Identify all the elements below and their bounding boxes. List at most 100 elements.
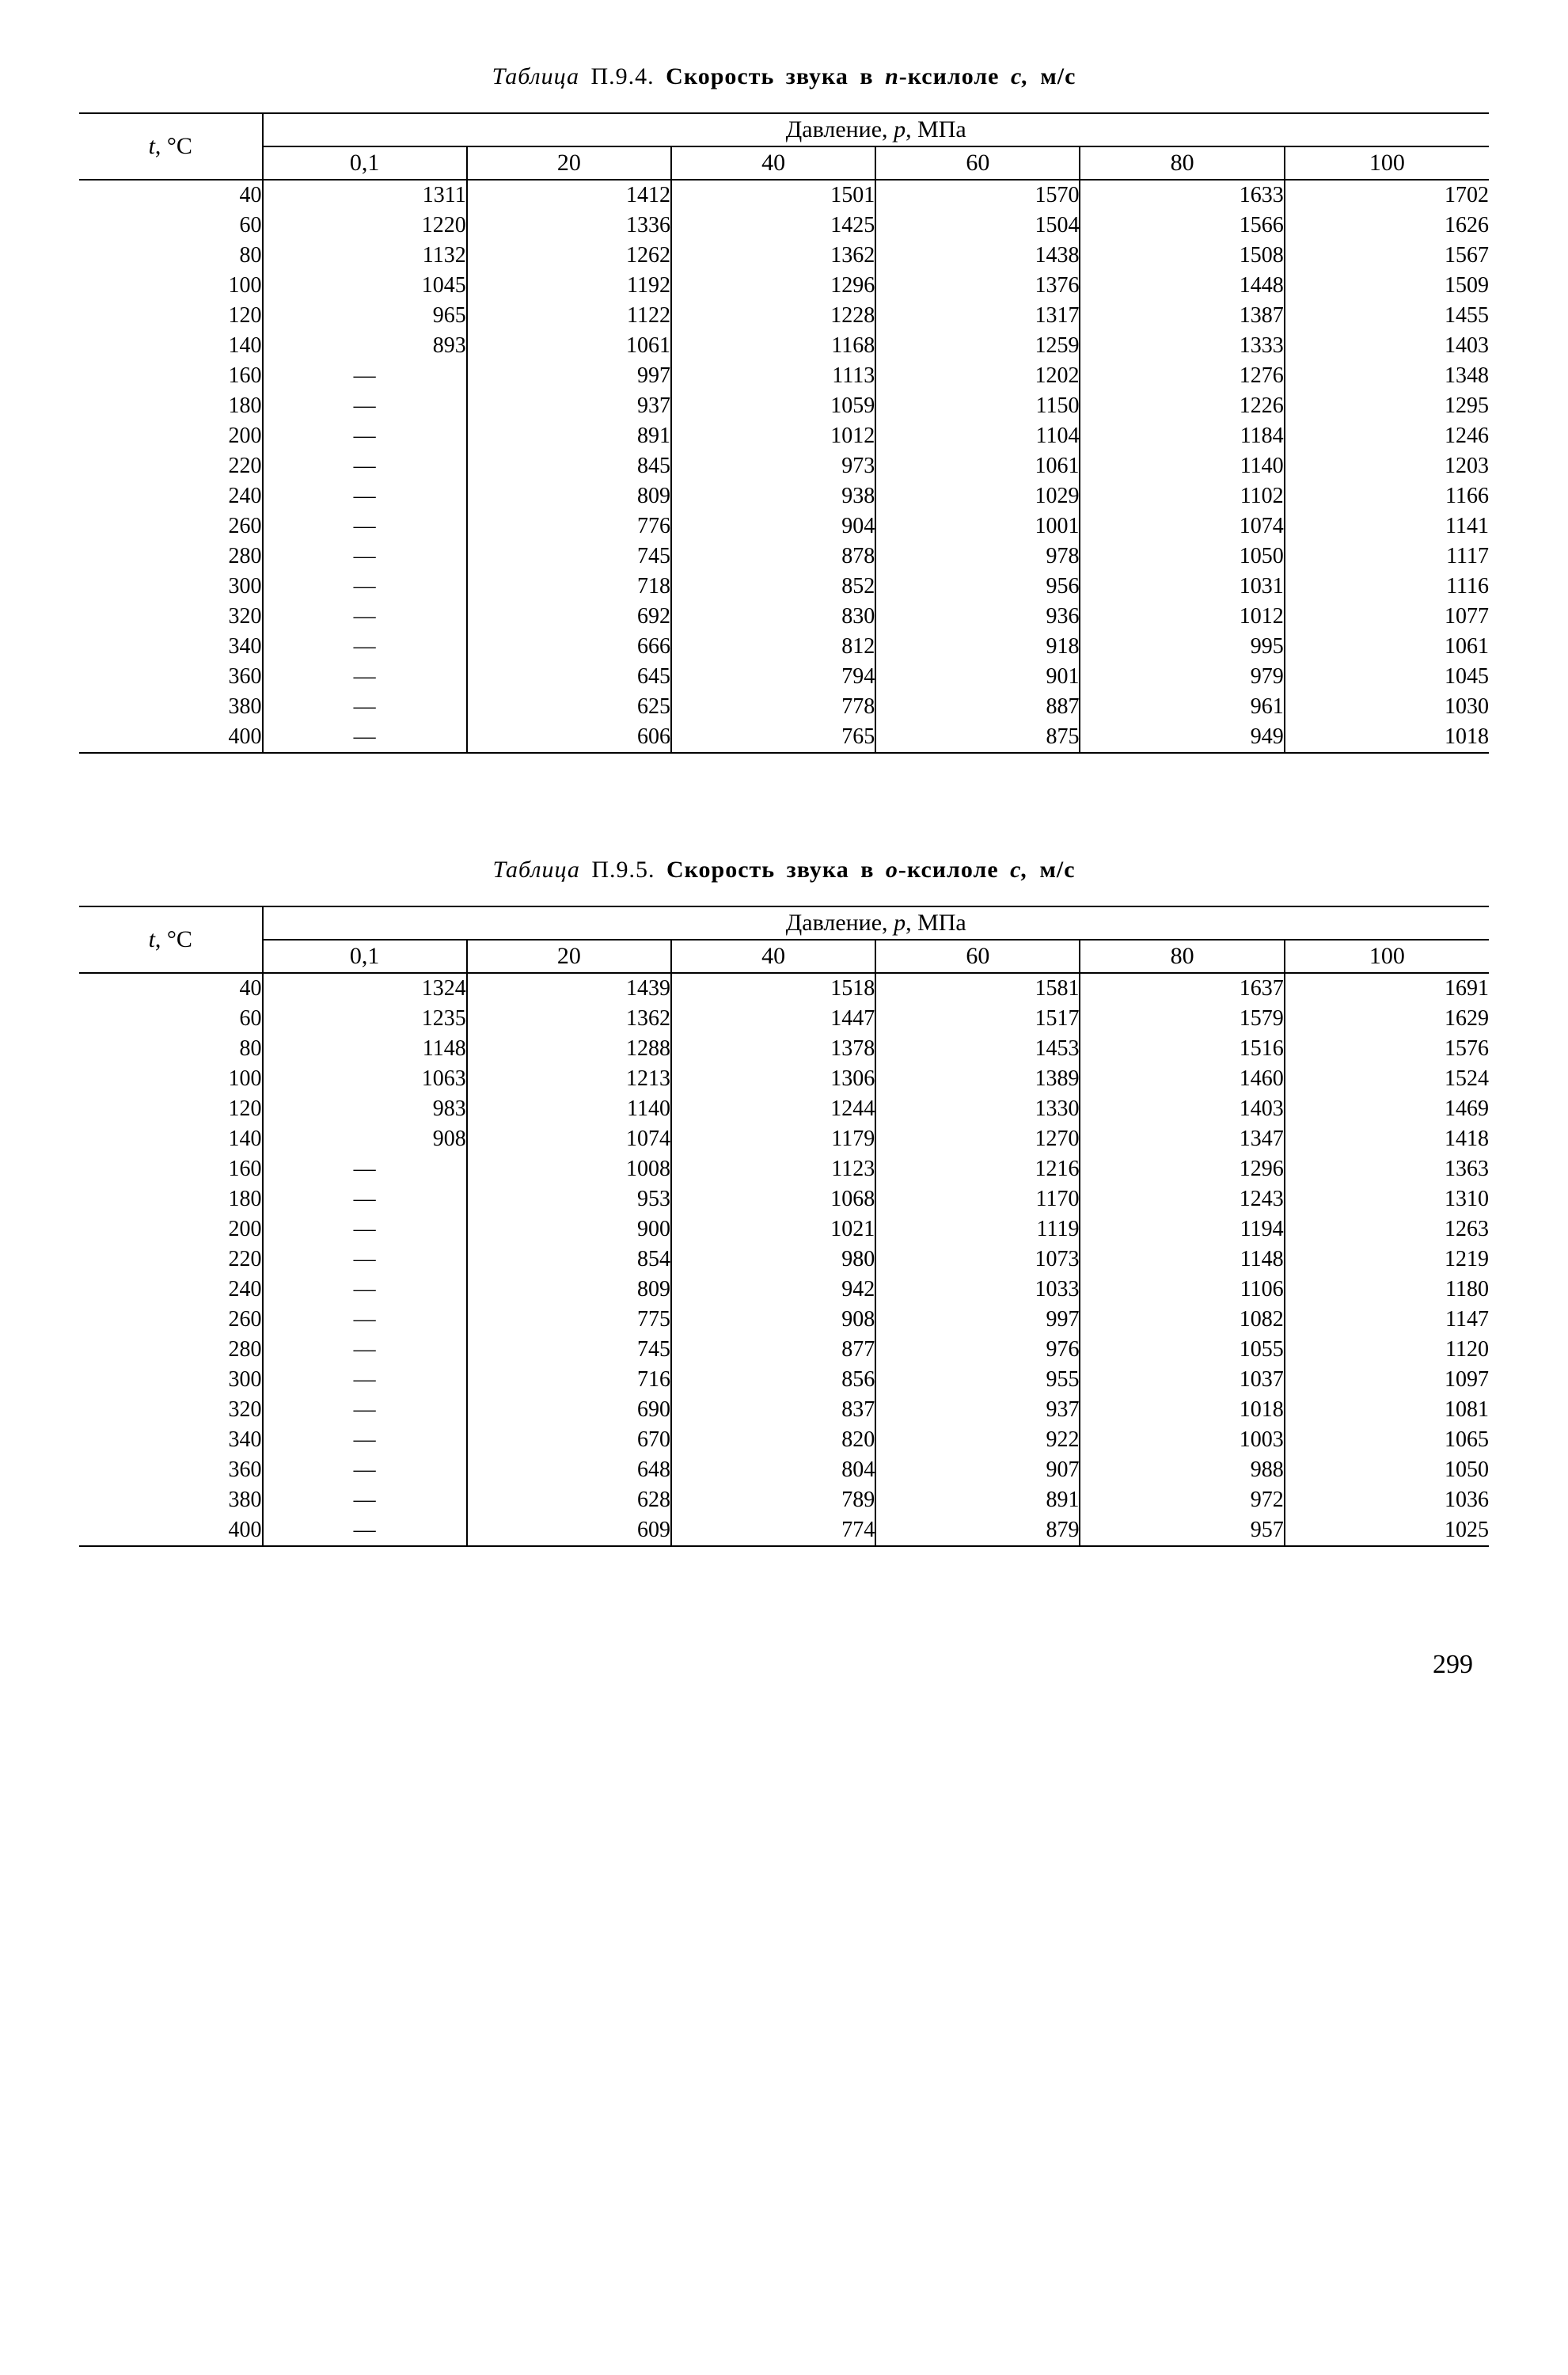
temperature-cell: 240 [79,481,263,511]
table-row: 260—776904100110741141 [79,511,1489,542]
value-cell: 648 [467,1455,671,1485]
value-cell: 1184 [1080,421,1284,451]
pressure-header: Давление, p, МПа [263,113,1489,146]
table-caption: Таблица П.9.5. Скорость звука в о-ксилол… [79,857,1489,884]
value-cell: 716 [467,1365,671,1395]
table-row: 180—9531068117012431310 [79,1184,1489,1214]
value-cell: 1102 [1080,481,1284,511]
value-cell: 1637 [1080,973,1284,1004]
value-cell: 1068 [671,1184,875,1214]
value-cell: 1347 [1080,1124,1284,1154]
value-cell: 1030 [1285,692,1489,722]
table-row: 360—6457949019791045 [79,662,1489,692]
value-cell: 778 [671,692,875,722]
table-row: 320—69083793710181081 [79,1395,1489,1425]
value-cell: 1061 [467,331,671,361]
value-cell: 776 [467,511,671,542]
value-cell: 1073 [875,1244,1080,1275]
data-table: t, °CДавление, p, МПа0,12040608010040132… [79,906,1489,1547]
value-cell: — [263,421,467,451]
value-cell: 937 [467,391,671,421]
value-cell: 1517 [875,1004,1080,1034]
value-cell: 1633 [1080,180,1284,211]
value-cell: 995 [1080,632,1284,662]
value-cell: 1387 [1080,301,1284,331]
column-header: 100 [1285,146,1489,180]
value-cell: 765 [671,722,875,753]
value-cell: 1270 [875,1124,1080,1154]
temperature-cell: 60 [79,211,263,241]
value-cell: 1581 [875,973,1080,1004]
value-cell: 1061 [1285,632,1489,662]
value-cell: 1061 [875,451,1080,481]
table-row: 14089310611168125913331403 [79,331,1489,361]
value-cell: 692 [467,602,671,632]
value-cell: 1220 [263,211,467,241]
value-cell: 965 [263,301,467,331]
value-cell: 1050 [1080,542,1284,572]
table-row: 300—71885295610311116 [79,572,1489,602]
caption-number: П.9.5. [591,857,655,883]
table-row: 340—67082092210031065 [79,1425,1489,1455]
value-cell: — [263,481,467,511]
value-cell: — [263,542,467,572]
value-cell: — [263,1485,467,1515]
table-row: 380—6257788879611030 [79,692,1489,722]
table-row: 80114812881378145315161576 [79,1034,1489,1064]
value-cell: 1447 [671,1004,875,1034]
temperature-cell: 120 [79,1094,263,1124]
temperature-cell: 320 [79,1395,263,1425]
value-cell: 1050 [1285,1455,1489,1485]
value-cell: 1389 [875,1064,1080,1094]
value-cell: 1097 [1285,1365,1489,1395]
value-cell: 1141 [1285,511,1489,542]
table-row: 60123513621447151715791629 [79,1004,1489,1034]
table-row: 200—8911012110411841246 [79,421,1489,451]
value-cell: 1031 [1080,572,1284,602]
value-cell: 1262 [467,241,671,271]
table-row: 400—6097748799571025 [79,1515,1489,1546]
temperature-cell: 140 [79,1124,263,1154]
table-row: 300—71685695510371097 [79,1365,1489,1395]
table-row: 100106312131306138914601524 [79,1064,1489,1094]
value-cell: 1045 [1285,662,1489,692]
temperature-cell: 40 [79,180,263,211]
value-cell: 1310 [1285,1184,1489,1214]
value-cell: 978 [875,542,1080,572]
row-header: t, °C [79,906,263,973]
value-cell: 745 [467,542,671,572]
caption-title: Скорость звука в п-ксилоле c, м/с [666,63,1076,89]
value-cell: — [263,1214,467,1244]
value-cell: 1469 [1285,1094,1489,1124]
table-block: Таблица П.9.5. Скорость звука в о-ксилол… [79,857,1489,1547]
value-cell: 937 [875,1395,1080,1425]
value-cell: 1226 [1080,391,1284,421]
table-row: 40132414391518158116371691 [79,973,1489,1004]
value-cell: — [263,632,467,662]
table-row: 160—9971113120212761348 [79,361,1489,391]
table-row: 60122013361425150415661626 [79,211,1489,241]
value-cell: 1691 [1285,973,1489,1004]
value-cell: 1213 [467,1064,671,1094]
value-cell: 891 [467,421,671,451]
value-cell: 1081 [1285,1395,1489,1425]
value-cell: 1453 [875,1034,1080,1064]
temperature-cell: 100 [79,271,263,301]
value-cell: 1567 [1285,241,1489,271]
value-cell: 1455 [1285,301,1489,331]
value-cell: 1074 [467,1124,671,1154]
table-row: 12096511221228131713871455 [79,301,1489,331]
value-cell: 877 [671,1335,875,1365]
temperature-cell: 40 [79,973,263,1004]
value-cell: — [263,361,467,391]
value-cell: 1504 [875,211,1080,241]
table-row: 200—9001021111911941263 [79,1214,1489,1244]
value-cell: 625 [467,692,671,722]
value-cell: 997 [875,1305,1080,1335]
value-cell: 1412 [467,180,671,211]
value-cell: 1362 [671,241,875,271]
value-cell: — [263,572,467,602]
column-header: 0,1 [263,146,467,180]
value-cell: 1123 [671,1154,875,1184]
temperature-cell: 360 [79,1455,263,1485]
